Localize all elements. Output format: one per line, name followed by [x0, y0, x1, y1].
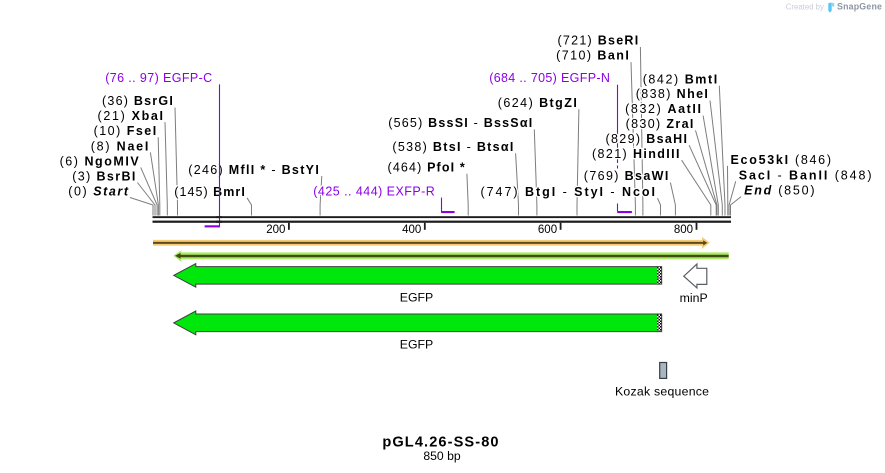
- svg-text:(821) HindIII: (821) HindIII: [592, 147, 680, 161]
- svg-text:(8) NaeI: (8) NaeI: [91, 139, 149, 153]
- svg-text:Eco53kI (846): Eco53kI (846): [731, 153, 832, 167]
- svg-text:SacI - BanII (848): SacI - BanII (848): [739, 168, 872, 182]
- svg-text:(565) BssSI - BssSαI: (565) BssSI - BssSαI: [388, 116, 532, 130]
- svg-text:(832) AatII: (832) AatII: [625, 102, 701, 116]
- svg-text:400: 400: [402, 224, 421, 236]
- svg-text:(3) BsrBI: (3) BsrBI: [72, 170, 135, 184]
- svg-text:(0) Start: (0) Start: [68, 185, 129, 199]
- svg-text:(769) BsaWI: (769) BsaWI: [584, 169, 669, 183]
- svg-text:(721) BseRI: (721) BseRI: [558, 34, 639, 48]
- svg-text:EGFP: EGFP: [400, 338, 433, 352]
- svg-text:(838) NheI: (838) NheI: [636, 87, 708, 101]
- svg-text:(6) NgoMIV: (6) NgoMIV: [60, 154, 140, 168]
- svg-text:(21) XbaI: (21) XbaI: [98, 109, 164, 123]
- svg-text:pGL4.26-SS-80: pGL4.26-SS-80: [382, 435, 499, 451]
- svg-text:SnapGene: SnapGene: [837, 2, 882, 12]
- svg-text:(842) BmtI: (842) BmtI: [643, 72, 718, 86]
- svg-text:(145) BmrI: (145) BmrI: [174, 185, 244, 199]
- svg-text:200: 200: [266, 224, 285, 236]
- svg-text:EGFP: EGFP: [400, 291, 433, 305]
- svg-text:(624) BtgZI: (624) BtgZI: [498, 96, 577, 110]
- svg-text:600: 600: [538, 224, 557, 236]
- svg-text:(830) ZraI: (830) ZraI: [626, 117, 694, 131]
- svg-text:(710) BanI: (710) BanI: [556, 49, 629, 63]
- svg-text:Created by: Created by: [786, 2, 824, 11]
- svg-text:(425 .. 444) EXFP-R: (425 .. 444) EXFP-R: [313, 185, 435, 199]
- svg-text:(684 .. 705) EGFP-N: (684 .. 705) EGFP-N: [489, 71, 610, 85]
- svg-text:(464) PfoI *: (464) PfoI *: [388, 160, 465, 174]
- svg-text:(76 .. 97) EGFP-C: (76 .. 97) EGFP-C: [105, 71, 212, 85]
- svg-text:minP: minP: [680, 291, 708, 305]
- svg-text:Kozak sequence: Kozak sequence: [615, 385, 709, 399]
- svg-text:(538) BtsI - BtsαI: (538) BtsI - BtsαI: [392, 140, 513, 154]
- svg-text:(246) MflI * - BstYI: (246) MflI * - BstYI: [188, 163, 319, 177]
- svg-text:End (850): End (850): [744, 184, 814, 198]
- svg-text:(829) BsaHI: (829) BsaHI: [606, 132, 688, 146]
- svg-text:800: 800: [674, 224, 693, 236]
- svg-text:(747) BtgI - StyI - NcoI: (747) BtgI - StyI - NcoI: [481, 185, 656, 199]
- svg-text:(10) FseI: (10) FseI: [94, 124, 157, 138]
- svg-text:850 bp: 850 bp: [423, 449, 460, 463]
- svg-text:(36) BsrGI: (36) BsrGI: [102, 94, 173, 108]
